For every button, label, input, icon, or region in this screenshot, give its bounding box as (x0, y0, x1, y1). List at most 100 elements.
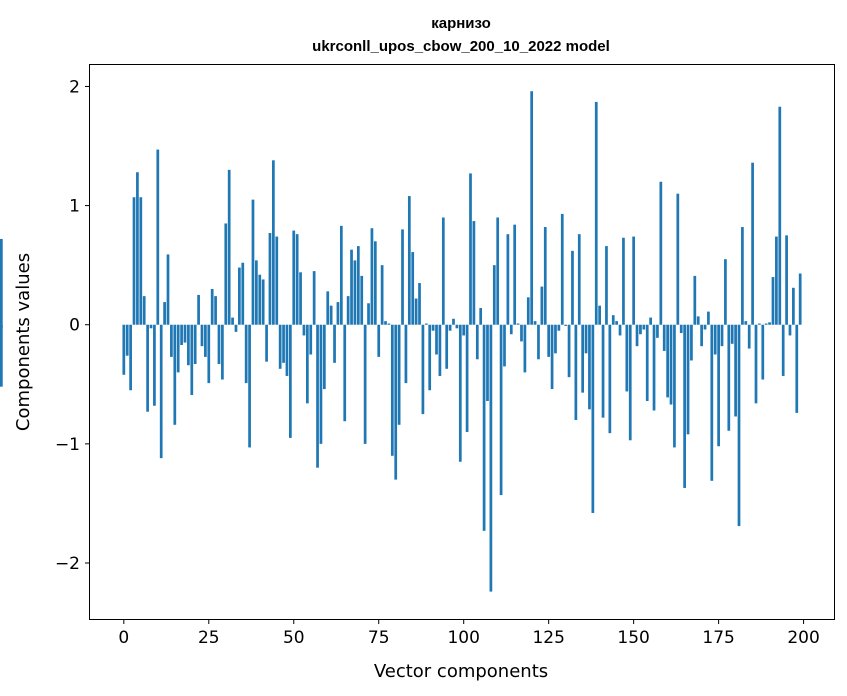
bar (727, 324, 731, 431)
bar (632, 236, 635, 325)
bar (710, 324, 714, 481)
bar (707, 311, 710, 325)
bar (360, 275, 364, 325)
bar (183, 324, 187, 343)
bar (407, 196, 411, 325)
bar (540, 286, 544, 325)
bar (418, 283, 421, 325)
bar (744, 321, 748, 325)
bar (458, 324, 462, 462)
bar (761, 324, 765, 380)
bar (795, 324, 799, 413)
bar (241, 262, 245, 325)
bar (520, 324, 523, 342)
bar (526, 297, 530, 325)
bar (601, 324, 605, 418)
bar (363, 324, 367, 444)
bar (530, 91, 534, 325)
bar (394, 324, 398, 480)
bar (424, 323, 428, 325)
bar (384, 321, 387, 325)
bar (445, 324, 449, 369)
bar (305, 324, 309, 404)
bar (543, 227, 547, 325)
bar (452, 318, 455, 325)
bar (353, 260, 357, 325)
x-tick-label: 50 (283, 628, 305, 648)
bar (255, 260, 258, 325)
bar (367, 303, 370, 325)
bar (265, 324, 268, 362)
bar (248, 324, 251, 448)
bar (272, 160, 275, 325)
bar (758, 323, 761, 325)
bar (435, 324, 438, 355)
bar (598, 305, 602, 325)
bar (142, 296, 146, 325)
bar (227, 169, 231, 325)
bar (163, 302, 166, 325)
bar (516, 323, 520, 325)
bar (299, 272, 302, 325)
bar (700, 324, 703, 347)
bar (261, 279, 265, 325)
bar-series (0, 91, 802, 592)
bar (737, 324, 741, 527)
bar (523, 324, 527, 373)
y-tick-label: 2 (69, 77, 80, 97)
x-axis-ticks: 0 25 50 75 100 125 150 175 200 (118, 619, 820, 648)
bar (316, 324, 319, 468)
bar (557, 324, 561, 331)
bar (635, 324, 639, 347)
bar (411, 252, 415, 325)
bar (190, 324, 194, 396)
bar (509, 324, 513, 335)
bar (584, 324, 588, 354)
bar (251, 199, 255, 325)
x-tick-label: 25 (198, 628, 220, 648)
bar (200, 324, 204, 347)
bar (285, 324, 289, 376)
bar (268, 232, 272, 325)
bar (564, 324, 568, 326)
bar (204, 324, 207, 357)
y-tick-label: 1 (69, 197, 80, 217)
bar (778, 106, 782, 325)
bar (472, 221, 476, 325)
bar (496, 217, 500, 325)
bar (231, 317, 234, 325)
bar (622, 237, 625, 325)
bar (322, 324, 326, 390)
bar (333, 324, 336, 363)
bar (292, 230, 296, 325)
bar (414, 298, 418, 325)
bar (652, 324, 656, 411)
bar (703, 324, 707, 330)
bar (282, 324, 285, 363)
bar (387, 323, 391, 325)
bar (156, 149, 160, 325)
bar (343, 324, 347, 422)
bar (244, 324, 248, 384)
bar (350, 249, 353, 325)
bar (533, 321, 537, 325)
bar (662, 324, 666, 351)
bar (513, 224, 517, 325)
bar (608, 324, 612, 434)
bar (642, 324, 646, 330)
bar (326, 291, 330, 325)
bar (764, 323, 768, 325)
bar (214, 296, 217, 325)
bar (0, 324, 3, 387)
bar (401, 229, 404, 325)
bar (428, 324, 432, 391)
bar (329, 305, 333, 325)
bar (594, 101, 598, 325)
bar (659, 181, 663, 325)
bar (479, 308, 483, 325)
bar (136, 172, 139, 325)
bar (289, 324, 292, 438)
bar (625, 324, 629, 392)
bar (462, 324, 466, 336)
bar (588, 324, 591, 410)
